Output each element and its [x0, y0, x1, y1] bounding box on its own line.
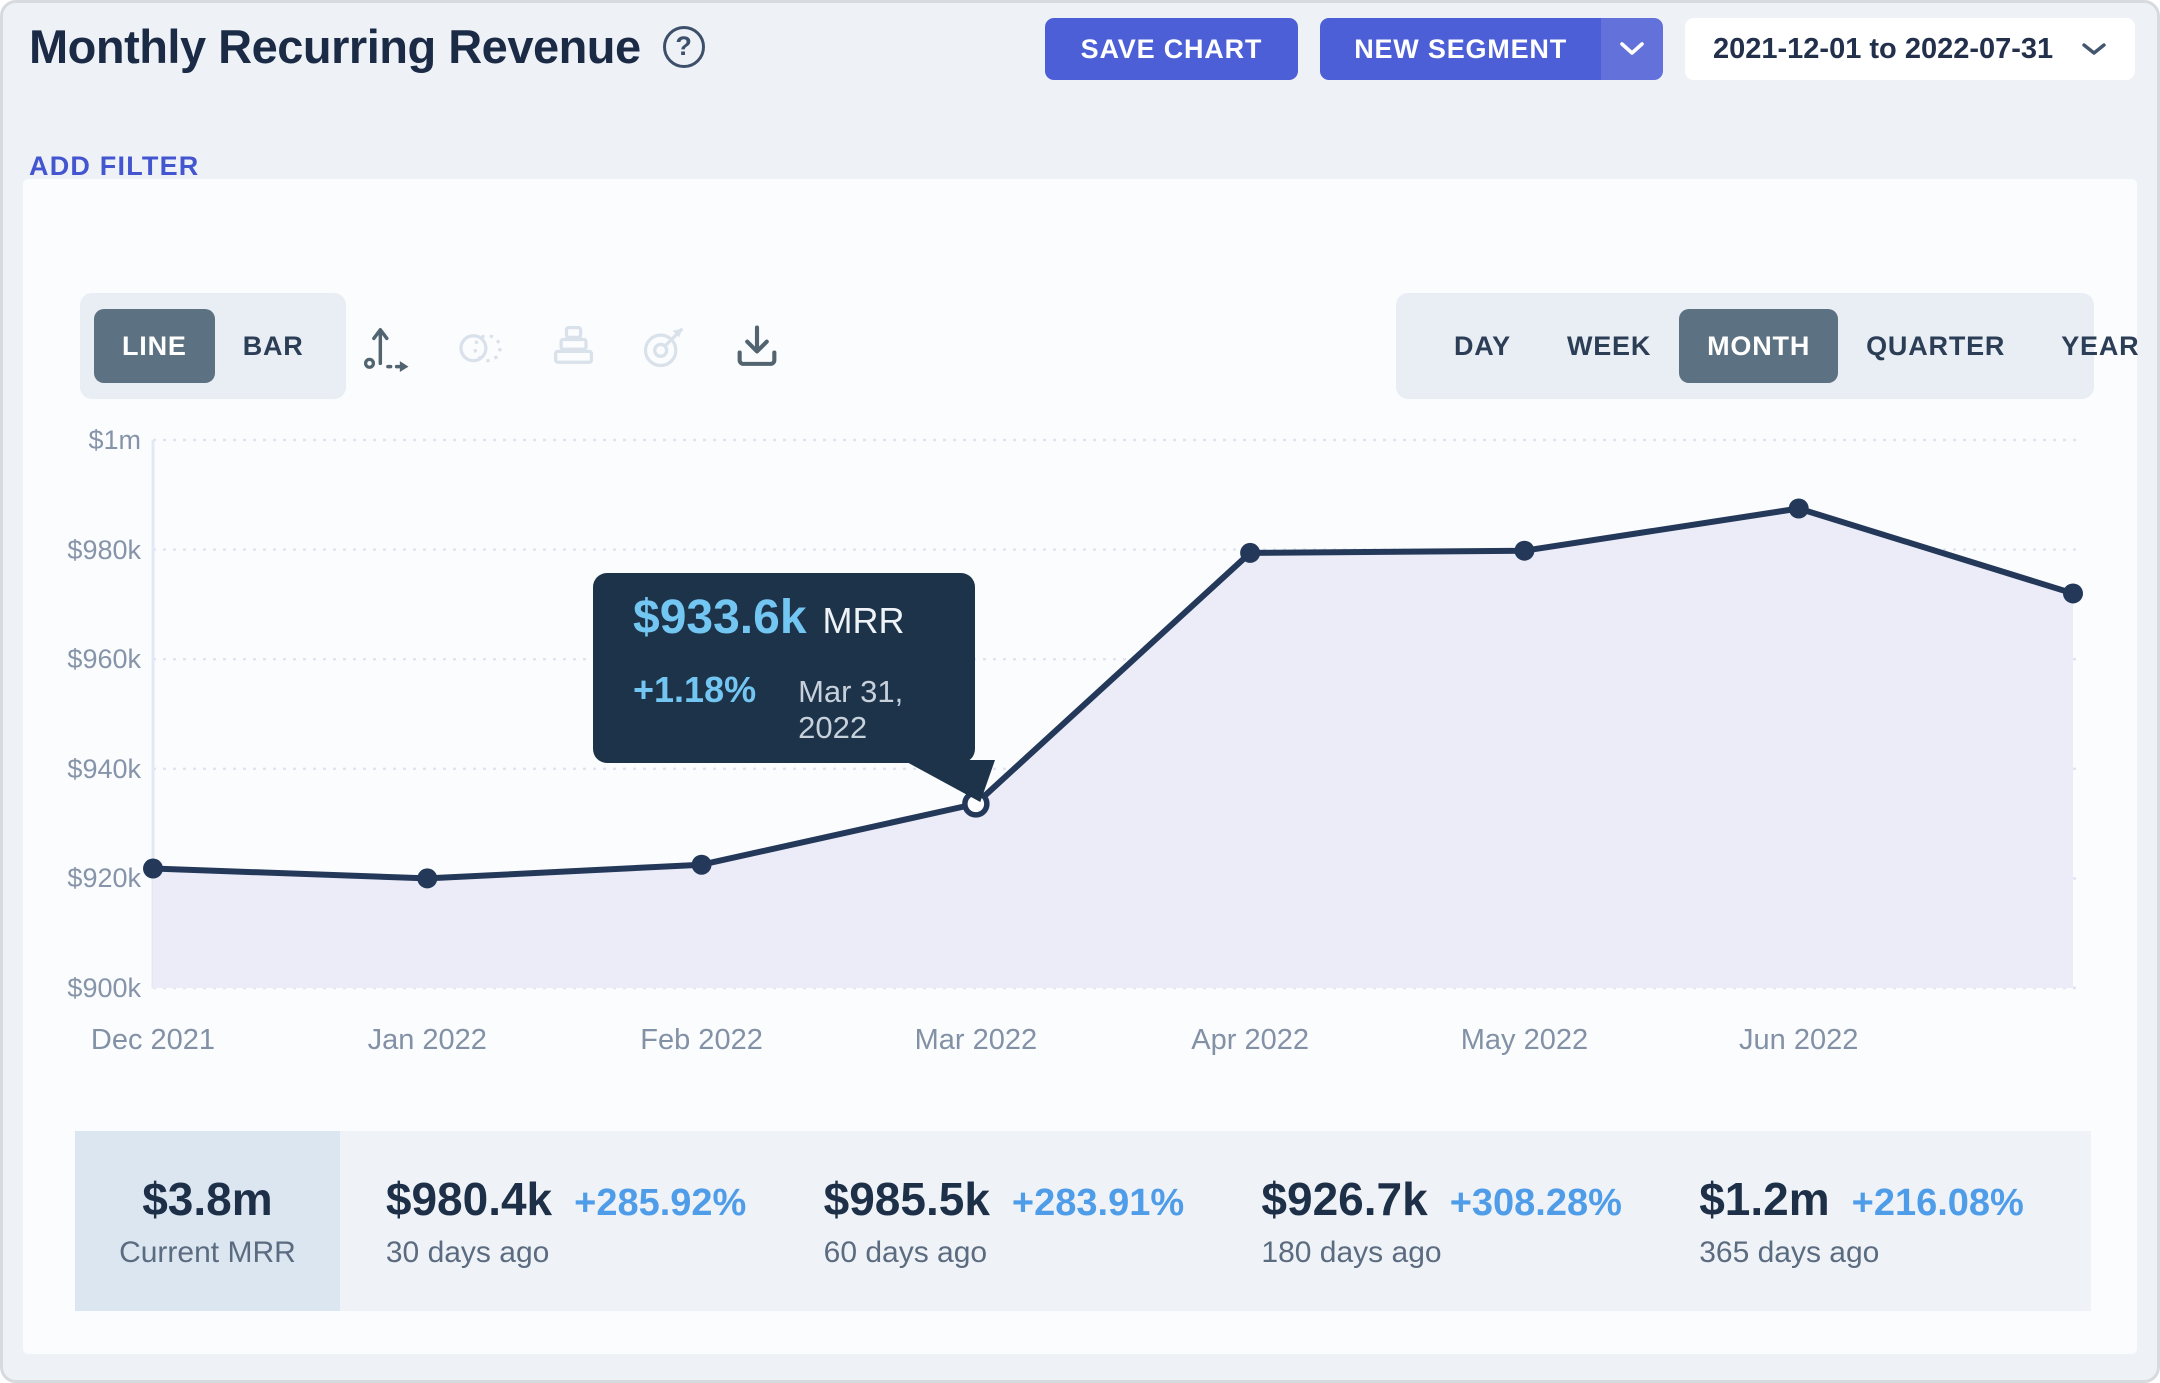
x-axis-label: Mar 2022 [914, 1024, 1038, 1056]
data-point [417, 868, 438, 889]
x-axis-label: Apr 2022 [1191, 1024, 1309, 1056]
data-point [691, 854, 712, 875]
tooltip-date: Mar 31, 2022 [798, 674, 904, 745]
axes-icon[interactable] [363, 320, 415, 372]
chevron-down-icon [1620, 42, 1644, 55]
x-axis-label: Feb 2022 [640, 1024, 763, 1056]
stat-delta: +285.92% [574, 1182, 747, 1224]
stat-value: $1.2m [1699, 1173, 1830, 1225]
add-filter-link[interactable]: ADD FILTER [29, 151, 200, 181]
new-segment-split-button: NEW SEGMENT [1320, 18, 1663, 80]
tab-quarter[interactable]: QUARTER [1866, 330, 2006, 361]
mrr-line-chart[interactable] [23, 403, 2143, 1043]
x-axis-label: May 2022 [1460, 1024, 1589, 1056]
goal-target-icon[interactable] [639, 320, 691, 372]
stats-summary-row: $3.8m Current MRR $980.4k +285.92% 30 da… [75, 1131, 2091, 1311]
help-icon[interactable]: ? [662, 25, 705, 68]
chart-card: LINE BAR [23, 179, 2139, 1354]
stat-delta: +216.08% [1851, 1182, 2024, 1224]
date-range-selector[interactable]: 2021-12-01 to 2022-07-31 [1685, 18, 2135, 80]
x-axis-label: Dec 2021 [90, 1024, 216, 1056]
stat-cell-365-days[interactable]: $1.2m +216.08% 365 days ago [1653, 1131, 2091, 1311]
download-icon[interactable] [731, 320, 783, 372]
data-point [1514, 540, 1535, 561]
stat-label: 60 days ago [823, 1236, 988, 1269]
chart-type-line-button[interactable]: LINE [94, 309, 215, 383]
data-point [143, 858, 163, 879]
page-title: Monthly Recurring Revenue [29, 20, 641, 73]
tooltip-value: $933.6k [633, 591, 807, 644]
stat-value: $3.8m [142, 1173, 273, 1225]
stat-label: 30 days ago [385, 1236, 550, 1269]
stat-cell-30-days[interactable]: $980.4k +285.92% 30 days ago [340, 1131, 778, 1311]
date-range-value: 2021-12-01 to 2022-07-31 [1713, 32, 2054, 65]
y-axis-label: $1m [88, 425, 141, 455]
stat-value: $985.5k [823, 1173, 990, 1225]
tab-week[interactable]: WEEK [1566, 330, 1652, 361]
stat-cell-60-days[interactable]: $985.5k +283.91% 60 days ago [778, 1131, 1216, 1311]
new-segment-button[interactable]: NEW SEGMENT [1320, 18, 1601, 80]
save-chart-button[interactable]: SAVE CHART [1044, 18, 1299, 80]
new-segment-dropdown-button[interactable] [1601, 18, 1663, 80]
tab-day[interactable]: DAY [1454, 330, 1511, 361]
x-axis-label: Jan 2022 [367, 1024, 487, 1056]
y-axis-label: $960k [67, 644, 141, 675]
stat-label: Current MRR [119, 1236, 296, 1269]
stat-value: $980.4k [385, 1173, 553, 1225]
stat-label: 365 days ago [1699, 1236, 1880, 1269]
header-actions: SAVE CHART NEW SEGMENT 2021-12-01 to 202… [1044, 18, 2135, 80]
y-axis-label: $980k [67, 534, 141, 565]
y-axis-label: $900k [67, 973, 141, 1003]
chart-type-toggle: LINE BAR [80, 293, 346, 399]
stat-cell-180-days[interactable]: $926.7k +308.28% 180 days ago [1215, 1131, 1653, 1311]
stacked-cake-icon[interactable] [547, 320, 599, 372]
header: Monthly Recurring Revenue ? [29, 19, 705, 74]
tab-year[interactable]: YEAR [2061, 330, 2140, 361]
data-point [2063, 583, 2083, 604]
stat-value: $926.7k [1261, 1173, 1428, 1225]
y-axis-label: $920k [67, 863, 141, 894]
chart-tooltip: $933.6k MRR +1.18% Mar 31, 2022 [593, 573, 975, 763]
tooltip-delta: +1.18% [633, 669, 757, 710]
stat-label: 180 days ago [1261, 1236, 1442, 1269]
period-tabs: DAY WEEK MONTH QUARTER YEAR [1396, 293, 2139, 399]
stat-delta: +308.28% [1449, 1182, 1622, 1224]
tooltip-unit: MRR [822, 600, 905, 641]
venn-diagram-icon[interactable] [455, 320, 507, 372]
data-point [1240, 542, 1261, 563]
stat-delta: +283.91% [1011, 1182, 1185, 1224]
chevron-down-icon [2082, 42, 2106, 55]
y-axis-label: $940k [67, 753, 141, 784]
x-axis-label: Jun 2022 [1739, 1024, 1859, 1056]
tab-month[interactable]: MONTH [1679, 309, 1839, 383]
stat-cell-current-mrr[interactable]: $3.8m Current MRR [75, 1131, 340, 1311]
chart-type-bar-button[interactable]: BAR [242, 330, 304, 361]
data-point [1788, 498, 1809, 519]
chart-toolbar-icons [363, 293, 783, 399]
